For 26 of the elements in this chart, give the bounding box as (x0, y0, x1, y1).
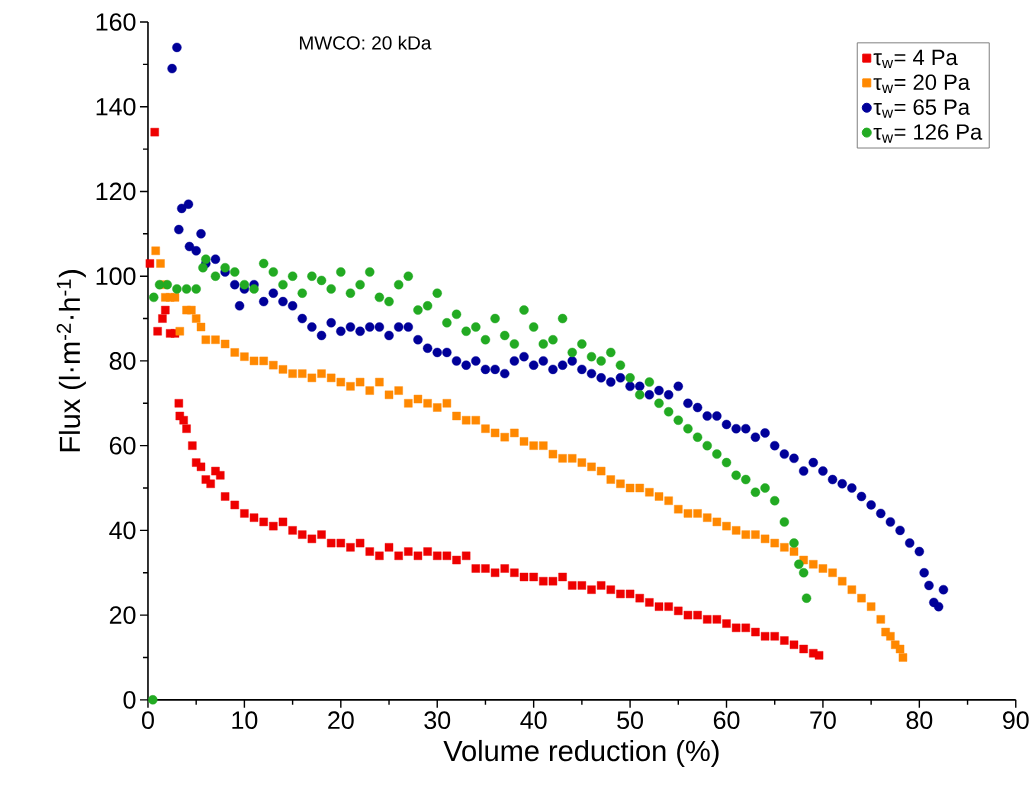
y-axis-title: Flux (l·m$^{-2}$·h$^{-1}$) (56, 270, 86, 452)
legend-label: τ$_{w}$= 4 Pa (873, 49, 958, 69)
x-axis-title: Volume reduction (%) (443, 740, 719, 768)
x-tick-label: 30 (424, 711, 451, 730)
x-tick-label: 50 (617, 711, 643, 730)
x-tick-label: 10 (232, 711, 258, 730)
y-tick-label: 140 (96, 97, 136, 116)
y-tick-label: 0 (123, 691, 136, 709)
x-tick-label: 20 (328, 711, 354, 730)
y-tick-label: 40 (109, 521, 136, 540)
legend-label: τ$_{w}$= 20 Pa (873, 74, 970, 94)
x-tick-label: 0 (142, 711, 154, 730)
x-tick-label: 70 (810, 711, 836, 730)
x-tick-label: 40 (520, 711, 547, 730)
x-tick-label: 80 (906, 711, 933, 730)
legend-label: τ$_{w}$= 126 Pa (873, 124, 983, 143)
x-tick-label: 60 (713, 711, 740, 730)
x-tick-label: 90 (1003, 711, 1029, 730)
legend-label: τ$_{w}$= 65 Pa (873, 99, 970, 118)
y-tick-label: 120 (96, 182, 136, 201)
y-tick-label: 60 (109, 436, 136, 455)
y-tick-label: 160 (96, 13, 136, 31)
y-tick-label: 100 (96, 267, 136, 286)
annotation: MWCO: 20 kDa (299, 35, 432, 50)
y-tick-label: 80 (109, 352, 136, 370)
y-tick-label: 20 (109, 606, 136, 625)
